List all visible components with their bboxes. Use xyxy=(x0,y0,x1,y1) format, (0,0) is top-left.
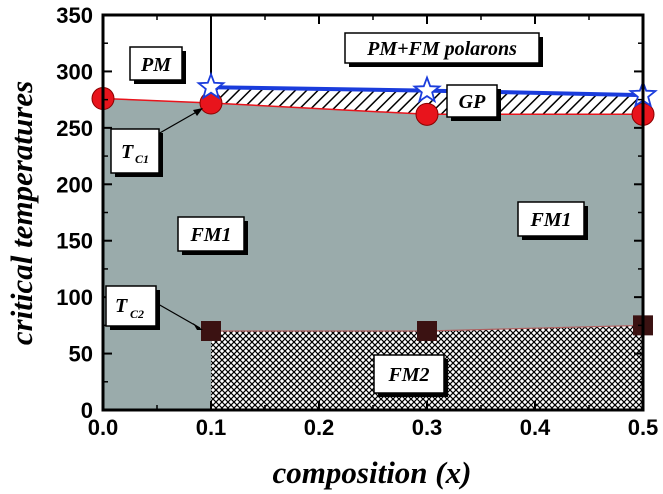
y-tick-label-3: 150 xyxy=(56,229,93,254)
label-gp-text: GP xyxy=(459,91,486,113)
tc1-point-2 xyxy=(415,102,439,126)
tc2-point-0 xyxy=(201,321,221,341)
label-fm1-right: FM1 xyxy=(517,201,588,240)
label-pm-text: PM xyxy=(140,54,172,76)
label-tc2: T C2 xyxy=(105,285,203,330)
x-axis-title: composition (x) xyxy=(273,455,472,490)
y-tick-label-6: 300 xyxy=(56,59,93,84)
x-tick-label-4: 0.4 xyxy=(520,415,551,440)
x-tick-label-2: 0.2 xyxy=(304,415,335,440)
label-gp: GP xyxy=(446,84,501,121)
y-tick-label-2: 100 xyxy=(56,285,93,310)
label-fm1-left: FM1 xyxy=(177,216,248,255)
y-tick-label-7: 350 xyxy=(56,3,93,28)
x-tick-label-3: 0.3 xyxy=(412,415,443,440)
y-tick-label-0: 0 xyxy=(81,398,93,423)
label-tc1-sub: C1 xyxy=(135,152,149,166)
label-fm2-text: FM2 xyxy=(387,364,429,386)
tc2-point-1 xyxy=(417,321,437,341)
axis-ticks: 0.0 0.1 0.2 0.3 0.4 0.5 0 50 100 150 200 250 300 350 xyxy=(56,3,658,440)
y-tick-label-1: 50 xyxy=(69,342,93,367)
y-axis-title: critical temperatures xyxy=(4,81,39,345)
tstar-point-1 xyxy=(412,75,442,104)
label-pm-fm-text: PM+FM polarons xyxy=(366,38,517,60)
label-pm-fm-polarons: PM+FM polarons xyxy=(344,32,543,67)
label-tc2-sub: C2 xyxy=(130,307,144,321)
label-pm: PM xyxy=(129,46,186,84)
x-tick-label-0: 0.0 xyxy=(88,415,119,440)
x-tick-label-1: 0.1 xyxy=(196,415,227,440)
tstar-point-0 xyxy=(196,71,226,100)
y-tick-label-4: 200 xyxy=(56,172,93,197)
label-tc2-main: T xyxy=(115,295,128,317)
label-tc1-main: T xyxy=(121,141,134,163)
tc1-line xyxy=(102,97,643,116)
label-tc1: T C1 xyxy=(110,108,203,177)
label-fm1-left-text: FM1 xyxy=(189,224,231,246)
y-tick-label-5: 250 xyxy=(56,116,93,141)
x-tick-label-5: 0.5 xyxy=(628,415,659,440)
label-fm1-right-text: FM1 xyxy=(529,209,571,231)
label-fm2: FM2 xyxy=(373,354,448,397)
